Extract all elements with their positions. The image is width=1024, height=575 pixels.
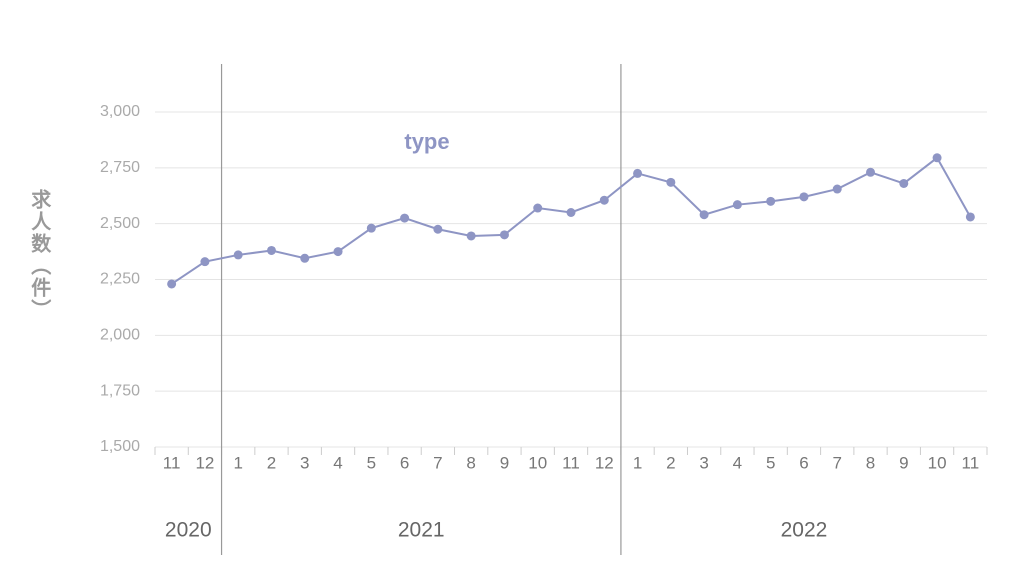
x-tick-label: 2 [267, 453, 276, 472]
x-tick-label: 11 [562, 453, 580, 472]
point [233, 250, 243, 260]
point [633, 168, 643, 178]
point [699, 210, 709, 220]
point [366, 223, 376, 233]
point [666, 177, 676, 187]
x-tick-label: 4 [333, 453, 342, 472]
y-axis-title: 求人数（件） [28, 189, 51, 321]
x-tick-label: 7 [833, 453, 842, 472]
point [732, 200, 742, 210]
point [167, 279, 177, 289]
point [832, 184, 842, 194]
point [466, 231, 476, 241]
point [499, 230, 509, 240]
year-label: 2021 [398, 519, 445, 542]
x-tick-label: 8 [466, 453, 475, 472]
x-tick-label: 8 [866, 453, 875, 472]
x-tick-label: 10 [528, 453, 547, 472]
point [300, 253, 310, 263]
point [932, 153, 942, 163]
point [866, 167, 876, 177]
x-tick-label: 7 [433, 453, 442, 472]
y-tick-label: 1,750 [100, 382, 140, 399]
point [766, 196, 776, 206]
y-tick-label: 2,750 [100, 159, 140, 176]
x-tick-label: 9 [899, 453, 908, 472]
y-tick-label: 1,500 [100, 438, 140, 455]
y-tick-label: 3,000 [100, 103, 140, 120]
point [965, 212, 975, 222]
x-tick-label: 3 [699, 453, 708, 472]
x-tick-label: 12 [195, 453, 214, 472]
legend-label: type [404, 129, 449, 154]
point [433, 224, 443, 234]
point [200, 257, 210, 267]
x-tick-label: 11 [962, 453, 980, 472]
x-tick-label: 9 [500, 453, 509, 472]
x-tick-label: 10 [928, 453, 947, 472]
x-tick-label: 5 [766, 453, 775, 472]
point [533, 203, 543, 213]
x-tick-label: 1 [233, 453, 242, 472]
point [566, 208, 576, 217]
x-tick-label: 1 [633, 453, 642, 472]
x-tick-label: 6 [400, 453, 409, 472]
x-tick-label: 2 [666, 453, 675, 472]
point [899, 178, 909, 188]
point [333, 247, 343, 257]
line [171, 156, 972, 285]
point [599, 195, 609, 205]
point [400, 213, 410, 223]
x-tick-label: 3 [300, 453, 309, 472]
x-tick-label: 5 [367, 453, 376, 472]
year-label: 2022 [781, 519, 828, 542]
x-tick-label: 6 [799, 453, 808, 472]
x-tick-label: 11 [163, 453, 181, 472]
year-label: 2020 [165, 519, 212, 542]
point [799, 192, 809, 202]
y-tick-label: 2,250 [100, 271, 140, 288]
x-tick-label: 12 [595, 453, 614, 472]
point [266, 245, 276, 255]
y-tick-label: 2,500 [100, 215, 140, 232]
y-tick-label: 2,000 [100, 327, 140, 344]
x-tick-label: 4 [733, 453, 742, 472]
